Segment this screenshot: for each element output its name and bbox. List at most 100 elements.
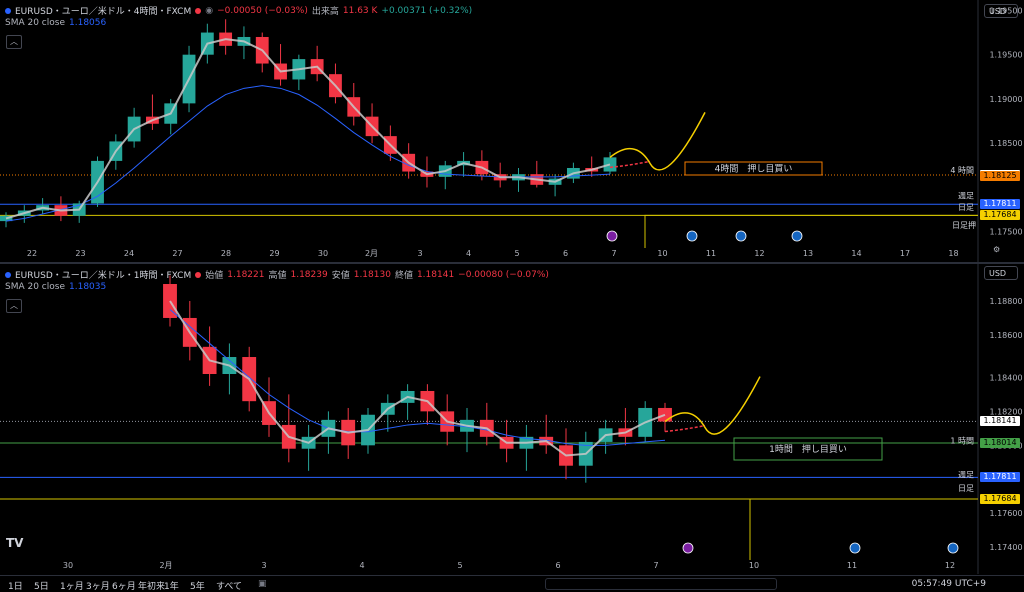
- level-label: 日足: [958, 484, 974, 493]
- time-tick-label: 22: [27, 249, 37, 258]
- time-tick-label: 12: [754, 249, 764, 258]
- price-box: 1.18014: [980, 437, 1020, 448]
- high-label: 高値: [268, 271, 287, 281]
- projection-red-dash: [609, 160, 651, 169]
- time-tick-label: 2月: [365, 249, 378, 258]
- daily-marker: [749, 498, 978, 560]
- time-tick-label: 7: [611, 249, 616, 258]
- volume-value: 11.63 K: [342, 5, 378, 16]
- chart-pane-4h[interactable]: 1.19500 1.19500 1.19000 1.18500 1.17500 22 23 2…: [0, 0, 1024, 262]
- status-dot: [195, 271, 202, 278]
- pane-divider[interactable]: [0, 262, 1024, 264]
- price-tick-label: 1.18400: [989, 373, 1022, 382]
- timeframe-button[interactable]: すべて: [216, 582, 243, 592]
- price-box: 1.17811: [980, 472, 1020, 483]
- high-value: 1.18239: [290, 269, 328, 280]
- tradingview-logo[interactable]: TV: [6, 536, 24, 550]
- annotation-text: 1時間 押し目買い: [769, 443, 847, 455]
- collapse-legend-button[interactable]: ︿: [6, 299, 22, 313]
- time-tick-label: 11: [706, 249, 716, 258]
- change-text: −0.00050 (−0.03%): [217, 5, 308, 16]
- symbol-icon: [5, 271, 11, 278]
- time-tick-label: 12: [945, 561, 955, 570]
- lightning-event-icon: [682, 542, 694, 554]
- time-tick-label: 30: [63, 561, 73, 570]
- drawing-toolbar[interactable]: [545, 578, 777, 590]
- time-tick-label: 4: [466, 249, 471, 258]
- sma-label: SMA 20 close: [5, 282, 65, 292]
- flag-event-icon: [686, 230, 698, 242]
- flag-event-icon: [735, 230, 747, 242]
- bottom-toolbar: 1日 5日 1ヶ月 3ヶ月 6ヶ月 年初来 1年 5年 すべて ▣ 05:57:49 UTC+9: [0, 575, 1024, 592]
- low-label: 安値: [331, 271, 350, 281]
- calendar-icon[interactable]: ▣: [258, 579, 267, 589]
- timeframe-button[interactable]: 5年: [190, 582, 205, 592]
- timeframe-button[interactable]: 1日: [8, 582, 23, 592]
- timeframe-button[interactable]: 5日: [34, 582, 49, 592]
- time-tick-label: 18: [948, 249, 958, 258]
- projection-curve: [664, 376, 761, 435]
- timeframe-button[interactable]: 6ヶ月: [112, 582, 136, 592]
- flag-event-icon: [849, 542, 861, 554]
- chart-canvas-1h[interactable]: 1.188001.186001.184001.182001.180001.176…: [0, 264, 1024, 574]
- open-label: 始値: [205, 271, 224, 281]
- time-tick-label: 4: [359, 561, 364, 570]
- chart-canvas-4h[interactable]: 1.19500 1.19500 1.19000 1.18500 1.17500 22 23 2…: [0, 0, 1024, 262]
- daily-push-label: 日足押: [952, 221, 976, 230]
- level-label: 4 時間: [950, 166, 974, 175]
- sma-value: 1.18056: [69, 18, 107, 28]
- price-box: 1.17684: [980, 493, 1020, 504]
- time-display[interactable]: 05:57:49 UTC+9: [911, 579, 986, 589]
- price-box: 1.17684: [980, 210, 1020, 221]
- symbol-title[interactable]: EURUSD・ユーロ／米ドル・1時間・FXCM: [15, 271, 192, 281]
- chart-pane-1h[interactable]: 1.188001.186001.184001.182001.180001.176…: [0, 264, 1024, 574]
- price-tick-label: 1.17500: [989, 228, 1022, 237]
- time-tick-label: 14: [851, 249, 861, 258]
- volume-label: 出来高: [311, 7, 339, 17]
- close-value: 1.18141: [416, 269, 455, 280]
- price-tick-label: 1.18200: [989, 407, 1022, 416]
- currency-button[interactable]: USD: [984, 4, 1018, 18]
- time-tick-label: 10: [657, 249, 667, 258]
- time-tick-label: 24: [124, 249, 134, 258]
- timeframe-button[interactable]: 1ヶ月: [60, 582, 84, 592]
- symbol-title[interactable]: EURUSD・ユーロ／米ドル・4時間・FXCM: [15, 7, 192, 17]
- annotation-text: 4時間 押し目買い: [715, 163, 793, 175]
- close-label: 終値: [394, 271, 413, 281]
- time-tick-label: 5: [514, 249, 519, 258]
- collapse-legend-button[interactable]: ︿: [6, 35, 22, 49]
- price-tick-label: 1.17600: [989, 509, 1022, 518]
- price-tick-label: 1.18600: [989, 331, 1022, 340]
- price-box: 1.18125: [980, 171, 1020, 182]
- gear-icon[interactable]: ⚙: [993, 245, 1001, 254]
- level-label: 1 時間: [950, 436, 974, 445]
- symbol-icon: [5, 7, 11, 14]
- flag-event-icon: [947, 542, 959, 554]
- lightning-event-icon: [606, 230, 618, 242]
- timeframe-button[interactable]: 年初来: [138, 582, 166, 592]
- level-label: 週足: [958, 470, 974, 479]
- price-tick-label: 1.19500: [989, 6, 1022, 15]
- price-box: 1.17811: [980, 199, 1020, 210]
- timeframe-button[interactable]: 3ヶ月: [86, 582, 110, 592]
- time-tick-label: 3: [417, 249, 422, 258]
- annotation-box: [684, 161, 823, 176]
- eye-icon[interactable]: ◉: [205, 5, 214, 16]
- sma-value: 1.18035: [69, 282, 107, 292]
- sma-legend-1h[interactable]: SMA 20 close 1.18035: [5, 282, 106, 292]
- time-tick-label: 10: [749, 561, 759, 570]
- projection-curve: [609, 112, 706, 171]
- time-tick-label: 2月: [159, 561, 172, 570]
- price-tick-label: 1.19000: [989, 95, 1022, 104]
- status-dot: [195, 7, 202, 14]
- timeframe-button[interactable]: 1年: [164, 582, 179, 592]
- low-value: 1.18130: [353, 269, 391, 280]
- currency-button[interactable]: USD: [984, 266, 1018, 280]
- change-text: −0.00080 (−0.07%): [458, 269, 549, 280]
- time-tick-label: 13: [803, 249, 813, 258]
- chevron-up-icon: ︿: [10, 37, 18, 46]
- time-tick-label: 28: [221, 249, 231, 258]
- annotation-box: [733, 437, 883, 461]
- sma-legend-4h[interactable]: SMA 20 close 1.18056: [5, 18, 106, 28]
- flag-event-icon: [791, 230, 803, 242]
